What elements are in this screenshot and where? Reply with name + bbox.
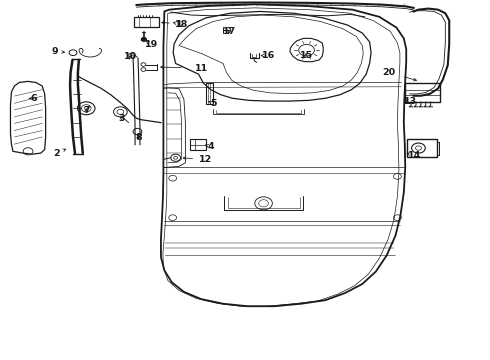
Text: 17: 17: [223, 27, 236, 36]
Text: 20: 20: [383, 68, 396, 77]
Text: 14: 14: [408, 151, 422, 160]
Bar: [206, 83, 213, 104]
Text: 18: 18: [175, 19, 188, 28]
Bar: [134, 17, 159, 27]
Text: 9: 9: [51, 47, 58, 56]
Text: 2: 2: [53, 149, 60, 158]
Text: 8: 8: [135, 133, 142, 142]
Text: 13: 13: [404, 96, 416, 105]
Text: 19: 19: [145, 40, 158, 49]
Text: 16: 16: [262, 51, 275, 60]
Bar: [407, 139, 437, 157]
Bar: [405, 83, 441, 102]
Text: 10: 10: [123, 52, 137, 61]
Text: 6: 6: [30, 94, 37, 103]
Text: 12: 12: [199, 155, 213, 164]
Text: 7: 7: [83, 105, 90, 114]
Circle shape: [142, 38, 147, 41]
Text: 3: 3: [119, 114, 125, 123]
Text: 5: 5: [210, 99, 217, 108]
Bar: [190, 139, 206, 149]
Text: 15: 15: [299, 51, 313, 60]
Text: 11: 11: [196, 64, 209, 73]
Text: 4: 4: [207, 142, 214, 151]
Text: 1: 1: [176, 19, 182, 28]
